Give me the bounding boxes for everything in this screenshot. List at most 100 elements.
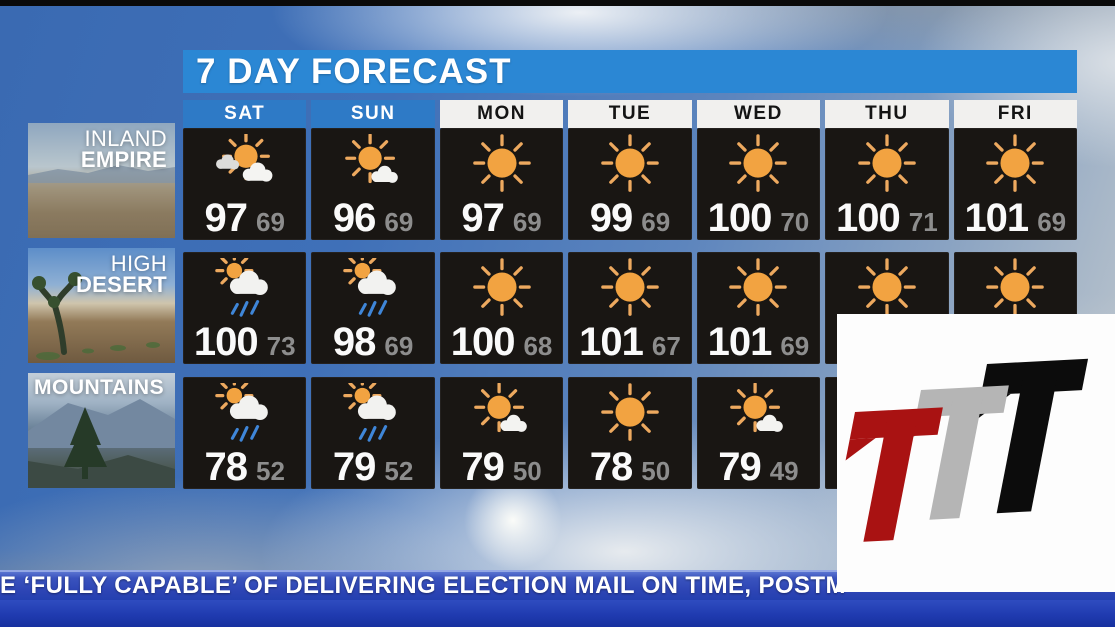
low-temp: 67 <box>651 331 681 361</box>
temps: 97 69 <box>183 198 306 238</box>
low-temp: 52 <box>256 456 285 486</box>
high-temp: 78 <box>589 445 633 489</box>
sunny-icon <box>986 258 1045 316</box>
forecast-cell-1-wed: 101 69 <box>696 252 821 364</box>
condition-icon-slot <box>338 381 408 447</box>
forecast-cell-2-sat: 78 52 <box>183 377 307 489</box>
condition-icon-slot <box>595 132 665 198</box>
low-temp: 70 <box>780 207 810 237</box>
region-label-line1: INLAND <box>84 126 167 151</box>
high-temp: 101 <box>964 196 1029 240</box>
temps: 79 52 <box>311 447 434 487</box>
day-header-thu: THU <box>825 100 949 128</box>
sunny-icon <box>729 258 788 316</box>
condition-icon-slot <box>338 132 408 198</box>
condition-icon-slot <box>852 256 922 322</box>
low-temp: 69 <box>384 331 414 361</box>
sunny-icon <box>472 258 531 316</box>
low-temp: 50 <box>641 456 671 486</box>
forecast-cell-0-thu: 100 71 <box>825 128 949 240</box>
high-temp: 99 <box>589 196 633 240</box>
temps: 98 69 <box>311 322 434 362</box>
temps: 100 68 <box>440 322 563 362</box>
condition-icon-slot <box>210 132 280 198</box>
high-temp: 101 <box>707 320 773 364</box>
forecast-cell-0-fri: 101 69 <box>953 128 1077 240</box>
forecast-cell-2-wed: 79 49 <box>696 377 821 489</box>
sunny-icon <box>601 383 659 441</box>
forecast-title: 7 DAY FORECAST <box>196 51 512 91</box>
forecast-cell-1-tue: 101 67 <box>568 252 692 364</box>
low-temp: 69 <box>512 207 542 237</box>
forecast-cell-0-mon: 97 69 <box>439 128 564 240</box>
high-temp: 100 <box>450 320 516 364</box>
day-header-sat: SAT <box>183 100 307 128</box>
day-header-wed: WED <box>696 100 821 128</box>
high-temp: 96 <box>332 196 376 240</box>
region-label-line2: DESERT <box>75 272 167 298</box>
high-temp: 97 <box>204 196 248 240</box>
low-temp: 69 <box>384 207 414 237</box>
forecast-cell-1-fri <box>953 252 1077 364</box>
ticker-lower-band <box>0 600 1115 627</box>
partly-cloudy-icon <box>215 134 273 182</box>
showers-icon <box>214 258 268 317</box>
forecast-cell-0-sat: 97 69 <box>183 128 307 240</box>
temps: 100 71 <box>825 198 948 238</box>
high-temp: 100 <box>836 196 901 240</box>
high-temp: 98 <box>332 320 376 364</box>
station-logo-box <box>837 314 1115 592</box>
forecast-cell-0-tue: 99 69 <box>568 128 692 240</box>
condition-icon-slot <box>467 256 537 322</box>
sunny-icon <box>601 134 659 192</box>
condition-icon-slot <box>723 256 793 322</box>
temps: 97 69 <box>440 198 563 238</box>
joshua-tree-scene <box>32 272 160 360</box>
low-temp: 69 <box>256 207 285 237</box>
high-temp: 79 <box>718 445 761 489</box>
temps: 78 50 <box>568 447 691 487</box>
temps: 79 49 <box>697 447 820 487</box>
valley-scene <box>28 165 175 238</box>
sunny-icon <box>986 134 1045 192</box>
temps: 96 69 <box>311 198 434 238</box>
forecast-cell-0-wed: 100 70 <box>696 128 821 240</box>
condition-icon-slot <box>723 132 793 198</box>
low-temp: 69 <box>1037 207 1067 237</box>
mostly-sunny-icon <box>345 134 398 184</box>
sunny-icon <box>601 258 659 316</box>
high-temp: 100 <box>193 320 259 364</box>
mountains-photo: MOUNTAINS <box>28 373 175 488</box>
high-temp: 79 <box>461 445 504 489</box>
temps: 100 73 <box>183 322 306 362</box>
forecast-cell-1-mon: 100 68 <box>439 252 564 364</box>
region-label-line1: MOUNTAINS <box>34 376 165 399</box>
sunny-icon <box>729 134 788 192</box>
condition-icon-slot <box>210 256 280 322</box>
condition-icon-slot <box>210 381 280 447</box>
day-header-sun: SUN <box>311 100 435 128</box>
condition-icon-slot <box>852 132 922 198</box>
condition-icon-slot <box>595 256 665 322</box>
inland-empire-photo: INLAND EMPIRE <box>28 123 175 238</box>
low-temp: 71 <box>908 207 938 237</box>
mostly-sunny-icon <box>473 383 527 433</box>
day-header-mon: MON <box>439 100 564 128</box>
temps: 101 69 <box>954 198 1077 238</box>
temps: 78 52 <box>183 447 306 487</box>
high-temp: 100 <box>707 196 773 240</box>
day-header-row: SAT SUN MON TUE WED THU FRI <box>183 100 1077 128</box>
mountain-scene <box>28 399 175 488</box>
low-temp: 52 <box>384 456 414 486</box>
region-label-inland-empire: INLAND EMPIRE <box>80 126 167 173</box>
temps: 100 70 <box>697 198 820 238</box>
condition-icon-slot <box>980 256 1050 322</box>
sunny-icon <box>858 258 916 316</box>
region-label-line2: EMPIRE <box>80 147 167 173</box>
forecast-cell-1-sat: 100 73 <box>183 252 307 364</box>
high-temp: 101 <box>579 320 644 364</box>
low-temp: 73 <box>266 331 296 361</box>
high-temp: 97 <box>461 196 504 240</box>
condition-icon-slot <box>595 381 665 447</box>
